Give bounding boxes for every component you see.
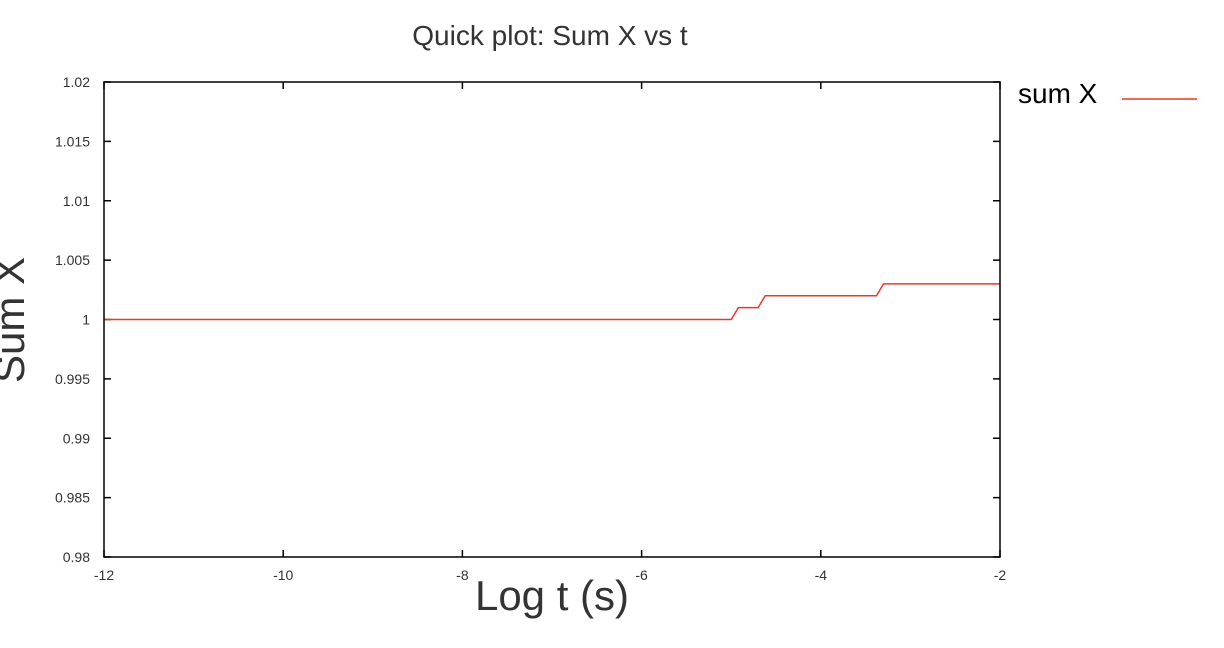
y-tick-label: 0.995 [55, 371, 90, 387]
legend-label: sum X [1018, 78, 1098, 109]
y-axis-label: Sum X [0, 257, 33, 383]
y-tick-label: 0.98 [63, 549, 90, 565]
y-tick-label: 0.99 [63, 430, 90, 446]
y-tick-label: 0.985 [55, 490, 90, 506]
y-axis-label-group: Sum X [0, 257, 33, 383]
plot-frame [103, 81, 1001, 558]
x-tick-label: -10 [273, 567, 293, 583]
y-tick-label: 1.005 [55, 252, 90, 268]
x-tick-label: -2 [994, 567, 1007, 583]
ticks-layer: -12 -10 -8 -6 -4 -2 0.98 0.985 0.99 0.995 1 1.005 1.… [55, 74, 1006, 583]
x-tick-label: -4 [815, 567, 828, 583]
y-tick-label: 1.01 [63, 193, 90, 209]
chart-title: Quick plot: Sum X vs t [412, 20, 688, 51]
x-tick-label: -6 [635, 567, 648, 583]
y-tick-label: 1.015 [55, 133, 90, 149]
y-tick-label: 1.02 [63, 74, 90, 90]
y-tick-label: 1 [82, 312, 90, 328]
x-tick-label: -12 [94, 567, 114, 583]
series-layer [104, 283, 1000, 321]
x-tick-label: -8 [456, 567, 469, 583]
legend: sum X [1018, 78, 1197, 109]
x-axis-label: Log t (s) [475, 572, 629, 619]
series-line-sum-x [104, 283, 1000, 321]
